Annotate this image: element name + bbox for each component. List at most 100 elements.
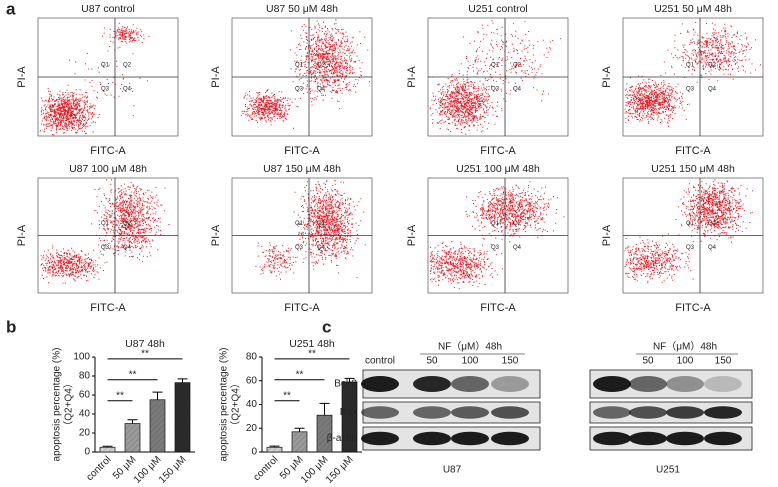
- error-bar: [319, 402, 330, 416]
- blot-band: [361, 431, 399, 446]
- error-bar: [177, 378, 188, 383]
- blot-band: [451, 431, 489, 446]
- bar-hatch: [292, 431, 307, 452]
- y-axis-label: PI-A: [210, 224, 222, 246]
- error-bar: [344, 377, 355, 382]
- y-axis-label: apoptosis percentage (%): [219, 348, 230, 462]
- quadrant-label: Q3: [101, 87, 110, 93]
- quadrant-label: Q4: [123, 87, 132, 93]
- bar-hatch: [125, 423, 140, 452]
- bar-hatch: [150, 399, 165, 452]
- blot-band: [704, 406, 742, 419]
- lane-label: 150: [715, 356, 732, 367]
- quadrant-label: Q2: [513, 221, 522, 227]
- scatter-dots: [255, 180, 366, 280]
- y-tick-label: 60: [79, 390, 91, 401]
- y-tick-label: 80: [246, 352, 258, 363]
- blot-band: [666, 431, 704, 446]
- y-axis-label: PI-A: [406, 224, 418, 246]
- chart-title: U87 48h: [125, 338, 165, 350]
- significance-label: **: [129, 369, 137, 380]
- y-tick-label: 80: [79, 371, 91, 382]
- blot-band: [704, 376, 742, 392]
- error-bar: [294, 427, 305, 432]
- quadrant-label: Q2: [317, 221, 326, 227]
- quadrant-label: Q4: [317, 87, 326, 93]
- y-axis-label: PI-A: [601, 66, 613, 88]
- y-tick-label: 40: [79, 409, 91, 420]
- plot-title: U87 100 μM 48h: [69, 163, 147, 175]
- row-label: Bcl-2: [334, 379, 357, 390]
- quadrant-label: Q2: [123, 221, 132, 227]
- y-axis-label: PI-A: [210, 66, 222, 88]
- blot-band: [413, 406, 451, 419]
- plot-title: U87 50 μM 48h: [266, 3, 338, 15]
- significance-label: **: [116, 390, 124, 401]
- blot-band: [491, 406, 529, 419]
- lane-label: control: [365, 356, 395, 367]
- quadrant-label: Q4: [708, 87, 717, 93]
- quadrant-label: Q2: [123, 63, 132, 69]
- lane-label: 100: [462, 356, 479, 367]
- quadrant-label: Q4: [123, 245, 132, 251]
- blot-band: [629, 376, 667, 392]
- y-axis-label: PI-A: [406, 66, 418, 88]
- quadrant-label: Q4: [513, 245, 522, 251]
- quadrant-label: Q3: [686, 245, 695, 251]
- y-axis-label: PI-A: [16, 224, 28, 246]
- quadrant-label: Q1: [686, 63, 695, 69]
- significance-label: **: [308, 349, 316, 360]
- y-axis-label: （Q2+Q4）: [230, 378, 242, 431]
- scatter-dots: [429, 20, 562, 135]
- quadrant-label: Q1: [101, 221, 110, 227]
- plot-title: U87 150 μM 48h: [263, 163, 341, 175]
- x-axis-label: FITC-A: [90, 145, 126, 157]
- treatment-label: NF（μM）48h: [438, 341, 502, 353]
- quadrant-label: Q4: [317, 245, 326, 251]
- plot-title: U87 control: [81, 3, 135, 15]
- blot-band: [666, 376, 704, 392]
- lane-label: 150: [502, 356, 519, 367]
- quadrant-label: Q3: [686, 87, 695, 93]
- bar-hatch: [175, 382, 190, 452]
- quadrant-label: Q4: [513, 87, 522, 93]
- row-label: Bax: [340, 407, 357, 418]
- plot-title: U251 100 μM 48h: [456, 163, 540, 175]
- panel-label: b: [6, 317, 16, 336]
- lane-label: 50: [426, 356, 438, 367]
- y-tick-label: 100: [73, 352, 90, 363]
- y-tick-label: 0: [251, 447, 257, 458]
- quadrant-label: Q2: [708, 63, 717, 69]
- quadrant-label: Q1: [686, 221, 695, 227]
- blot-band: [361, 376, 399, 392]
- chart-title: U251 48h: [289, 338, 335, 350]
- blot-band: [593, 376, 631, 392]
- quadrant-label: Q2: [317, 63, 326, 69]
- scatter-dots: [40, 22, 150, 136]
- panel-label: c: [322, 317, 331, 336]
- blot-band: [666, 406, 704, 419]
- y-axis-label: （Q2+Q4）: [63, 378, 75, 431]
- quadrant-label: Q3: [491, 87, 500, 93]
- bar-hatch: [100, 447, 115, 452]
- quadrant-label: Q1: [491, 221, 500, 227]
- scatter-dots: [429, 181, 565, 290]
- bar-hatch: [267, 447, 282, 452]
- scatter-dots: [624, 179, 754, 284]
- cell-line-label: U87: [443, 465, 462, 476]
- y-tick-label: 40: [246, 399, 258, 410]
- blot-band: [593, 406, 631, 419]
- row-label: β-actin: [327, 433, 357, 444]
- quadrant-label: Q3: [101, 245, 110, 251]
- x-axis-label: FITC-A: [284, 145, 320, 157]
- blot-band: [451, 376, 489, 392]
- y-axis-label: PI-A: [16, 66, 28, 88]
- treatment-label: NF（μM）48h: [653, 341, 717, 353]
- blot-band: [629, 406, 667, 419]
- y-axis-label: PI-A: [601, 224, 613, 246]
- quadrant-label: Q2: [513, 63, 522, 69]
- y-tick-label: 20: [79, 428, 91, 439]
- blot-band: [413, 431, 451, 446]
- scatter-dots: [624, 22, 761, 127]
